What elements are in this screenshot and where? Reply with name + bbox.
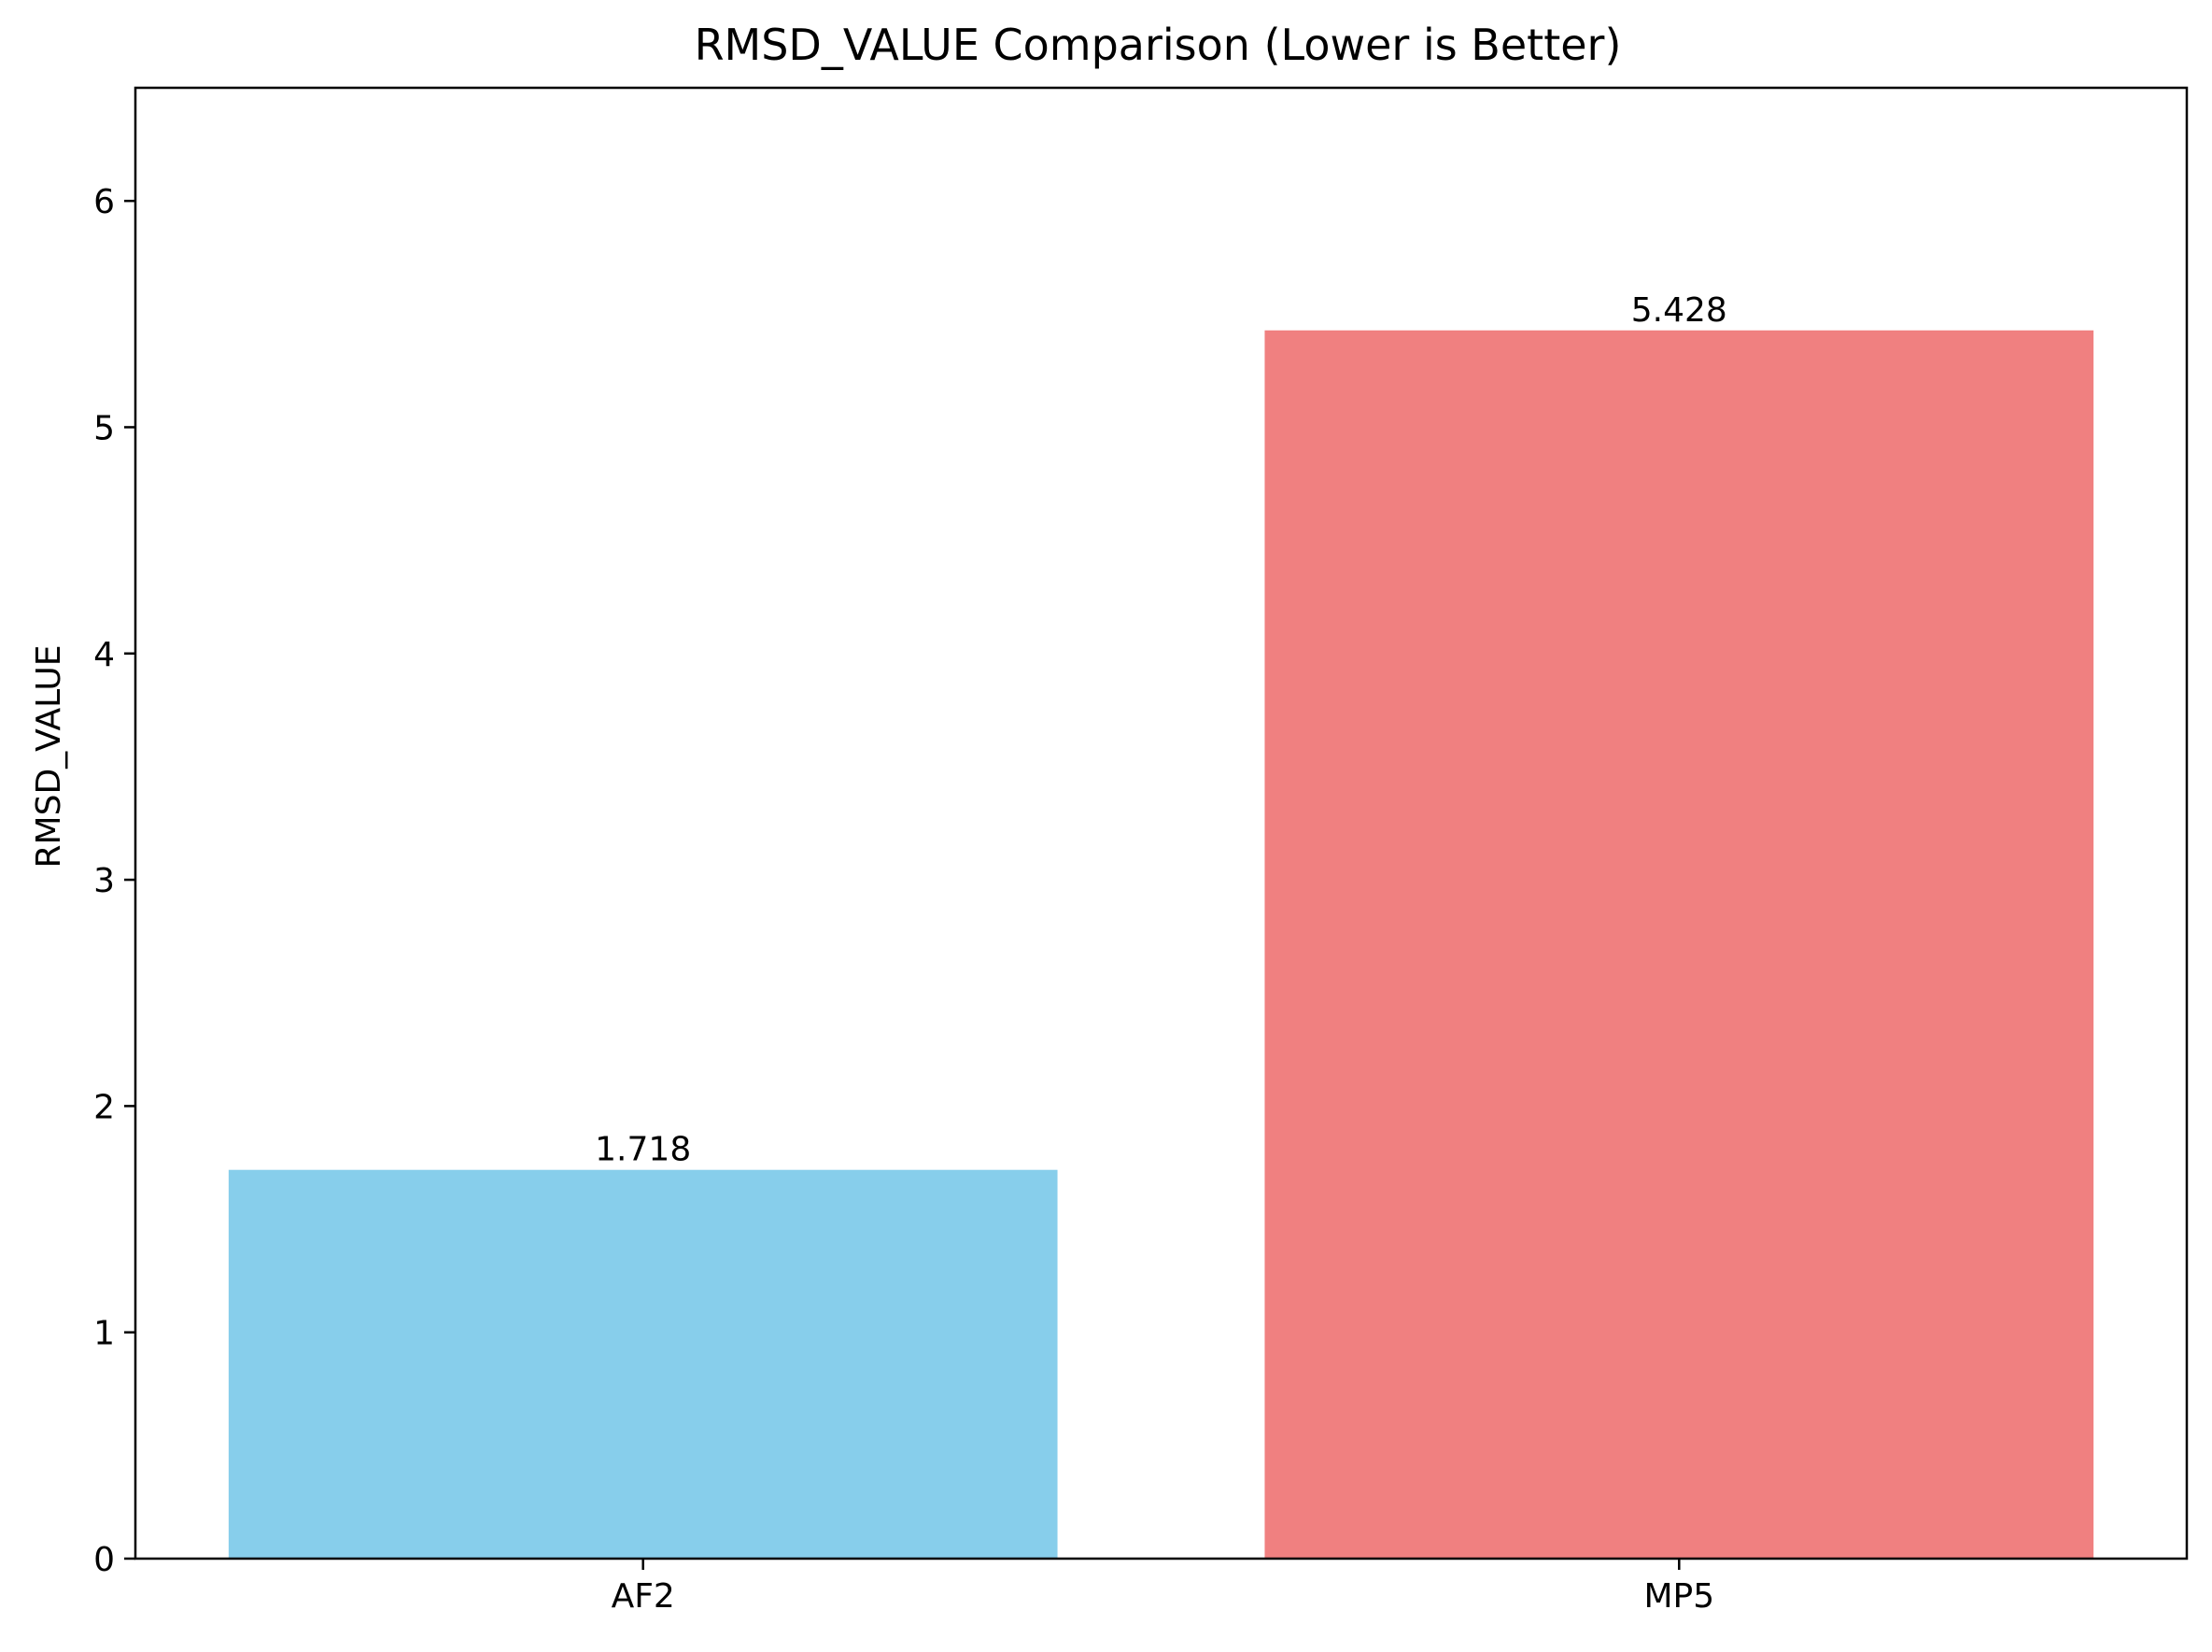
data-labels-group: 1.718 5.428 [595,291,1727,1169]
x-tick-label-mp5: MP5 [1643,1577,1714,1616]
data-label-af2: 1.718 [595,1131,691,1169]
bar-af2 [228,1169,1058,1559]
y-tick-label-6: 6 [93,183,115,221]
bar-mp5 [1264,330,2094,1559]
data-label-mp5: 5.428 [1631,291,1727,330]
y-axis-label: RMSD_VALUE [30,645,68,868]
y-axis-ticks: 0 1 2 3 4 5 6 [93,183,135,1579]
x-axis-ticks: AF2 MP5 [612,1559,1714,1616]
plot-frame [134,86,2189,1560]
chart-title: RMSD_VALUE Comparison (Lower is Better) [695,20,1622,70]
y-tick-label-3: 3 [93,862,115,900]
y-tick-label-2: 2 [93,1088,115,1126]
y-tick-label-4: 4 [93,636,115,674]
y-tick-label-0: 0 [93,1541,115,1579]
bars-group [228,330,2094,1559]
y-tick-label-5: 5 [93,409,115,447]
x-tick-label-af2: AF2 [612,1577,675,1616]
y-tick-label-1: 1 [93,1315,115,1353]
